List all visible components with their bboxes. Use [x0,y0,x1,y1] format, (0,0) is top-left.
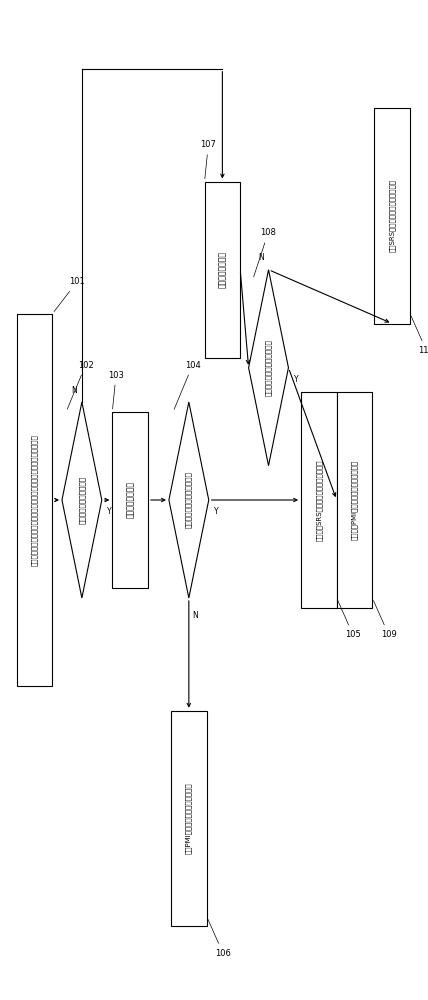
Text: 第一时间间隔小于第一阈值？: 第一时间间隔小于第一阈值？ [185,472,192,528]
Text: 101: 101 [54,277,85,312]
Text: 获取第一时间间隔: 获取第一时间间隔 [125,482,135,518]
Text: 108: 108 [254,228,276,277]
Bar [171,711,207,926]
Text: 105: 105 [338,601,361,639]
Text: 104: 104 [174,361,200,409]
Polygon shape [169,402,209,598]
Bar [205,182,240,358]
Text: 接收终端发送的导频信号，并根据所述导频信号，估计所述终端的频偏: 接收终端发送的导频信号，并根据所述导频信号，估计所述终端的频偏 [31,434,38,566]
Text: 利用SRS确定下行波束赋形的权向量: 利用SRS确定下行波束赋形的权向量 [389,179,395,252]
Text: 利用PMI确定下行波束赋形的权向量: 利用PMI确定下行波束赋形的权向量 [185,783,192,854]
Bar [17,314,52,686]
Bar [374,108,410,324]
Text: N: N [71,386,77,395]
Text: 获取第二时间间隔: 获取第二时间间隔 [218,251,227,288]
Bar [112,412,148,588]
Text: 所述频偏小于预设频偏？: 所述频偏小于预设频偏？ [79,476,85,524]
Text: Y: Y [294,375,298,384]
Polygon shape [62,402,102,598]
Text: 直接利用PMI确定下行波束赋形的权向量: 直接利用PMI确定下行波束赋形的权向量 [351,460,358,540]
Text: N: N [258,253,264,262]
Text: N: N [192,611,198,620]
Text: 107: 107 [200,140,216,179]
Text: 106: 106 [208,919,231,958]
Bar [301,392,337,608]
Text: Y: Y [214,507,219,516]
Text: 直接利用SRS确定下行波束赋形的权向量: 直接利用SRS确定下行波束赋形的权向量 [315,459,322,541]
Text: Y: Y [107,507,112,516]
Text: 103: 103 [108,370,124,409]
Text: 第二时间间隔小于第二阈值？: 第二时间间隔小于第二阈值？ [265,339,272,396]
Text: 102: 102 [67,361,93,409]
Text: 109: 109 [374,601,396,639]
Bar [337,392,372,608]
Text: 110: 110 [411,316,428,355]
Polygon shape [249,270,288,466]
